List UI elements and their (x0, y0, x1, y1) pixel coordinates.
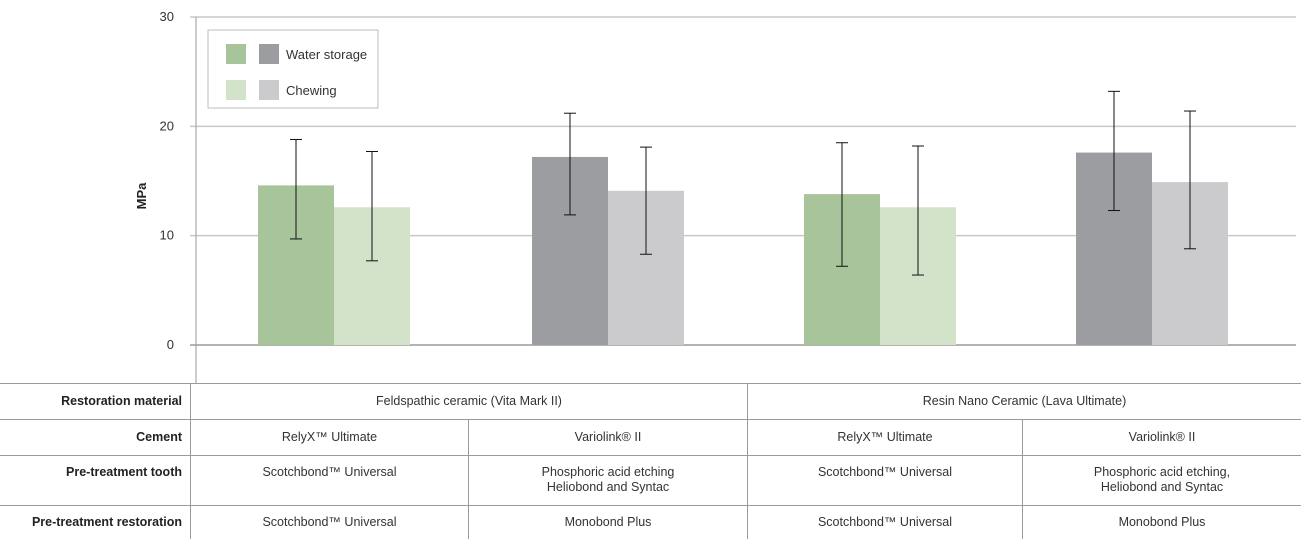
error-bars (290, 91, 1196, 275)
data-table: Restoration material Feldspathic ceramic… (0, 383, 1301, 539)
row-label: Restoration material (0, 383, 190, 419)
y-tick-label: 30 (160, 9, 174, 24)
table-cell: RelyX™ Ultimate (190, 419, 468, 455)
row-pretreatment-tooth: Pre-treatment tooth Scotchbond™ Universa… (0, 455, 1301, 505)
y-axis: 0 10 20 30 (160, 9, 196, 383)
y-tick-label: 10 (160, 228, 174, 243)
table-cell: Resin Nano Ceramic (Lava Ultimate) (747, 383, 1301, 419)
cell-line: Phosphoric acid etching, (1023, 465, 1301, 480)
row-label: Pre-treatment tooth (0, 455, 190, 505)
legend-swatch-water-gray (259, 44, 279, 64)
bars (258, 153, 1228, 345)
cell-line: Heliobond and Syntac (469, 480, 747, 495)
table-cell: Scotchbond™ Universal (747, 455, 1022, 505)
legend-label-water-storage: Water storage (286, 47, 367, 62)
bar-chart: 0 10 20 30 MPa Water storage Chewing (0, 0, 1301, 383)
table-cell: Variolink® II (1022, 419, 1301, 455)
cell-line: Heliobond and Syntac (1023, 480, 1301, 495)
y-tick-label: 0 (167, 337, 174, 352)
legend-label-chewing: Chewing (286, 83, 337, 98)
y-tick-label: 20 (160, 118, 174, 133)
cell-line: Scotchbond™ Universal (748, 465, 1022, 480)
legend: Water storage Chewing (208, 30, 378, 108)
legend-swatch-chewing-gray (259, 80, 279, 100)
y-axis-label: MPa (134, 182, 149, 210)
table-cell: Phosphoric acid etching, Heliobond and S… (1022, 455, 1301, 505)
cell-line: Phosphoric acid etching (469, 465, 747, 480)
row-cement: Cement RelyX™ Ultimate Variolink® II Rel… (0, 419, 1301, 455)
table-cell: Monobond Plus (468, 505, 747, 539)
table-cell: Feldspathic ceramic (Vita Mark II) (190, 383, 747, 419)
row-label: Cement (0, 419, 190, 455)
table-cell: Scotchbond™ Universal (190, 505, 468, 539)
cell-line: Scotchbond™ Universal (191, 465, 468, 480)
table-cell: Variolink® II (468, 419, 747, 455)
table-cell: Monobond Plus (1022, 505, 1301, 539)
row-label: Pre-treatment restoration (0, 505, 190, 539)
row-restoration-material: Restoration material Feldspathic ceramic… (0, 383, 1301, 419)
table-cell: RelyX™ Ultimate (747, 419, 1022, 455)
table-cell: Phosphoric acid etching Heliobond and Sy… (468, 455, 747, 505)
row-pretreatment-restoration: Pre-treatment restoration Scotchbond™ Un… (0, 505, 1301, 539)
table-cell: Scotchbond™ Universal (190, 455, 468, 505)
legend-swatch-chewing-green (226, 80, 246, 100)
table-cell: Scotchbond™ Universal (747, 505, 1022, 539)
legend-swatch-water-green (226, 44, 246, 64)
